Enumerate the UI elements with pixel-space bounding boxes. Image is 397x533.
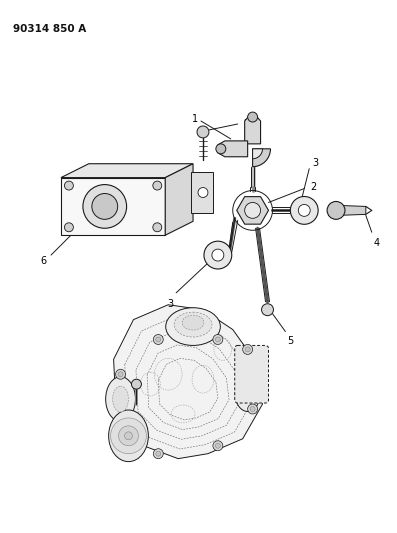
Circle shape: [250, 407, 255, 411]
Text: 5: 5: [287, 335, 294, 345]
Circle shape: [213, 335, 223, 344]
Circle shape: [131, 379, 141, 389]
Text: 1: 1: [192, 114, 198, 124]
Circle shape: [248, 404, 258, 414]
Circle shape: [216, 337, 220, 342]
Circle shape: [262, 304, 274, 316]
Polygon shape: [165, 164, 193, 235]
Polygon shape: [114, 305, 262, 458]
Circle shape: [245, 203, 260, 219]
Circle shape: [153, 449, 163, 458]
Circle shape: [64, 181, 73, 190]
Circle shape: [83, 184, 127, 228]
Circle shape: [119, 426, 139, 446]
Circle shape: [216, 144, 226, 154]
Polygon shape: [61, 177, 165, 235]
Polygon shape: [339, 205, 366, 215]
Wedge shape: [252, 149, 262, 159]
Polygon shape: [218, 141, 248, 157]
Circle shape: [125, 432, 133, 440]
Circle shape: [290, 197, 318, 224]
Circle shape: [92, 193, 118, 220]
Circle shape: [248, 112, 258, 122]
Circle shape: [153, 335, 163, 344]
Ellipse shape: [106, 377, 135, 422]
Ellipse shape: [166, 308, 220, 345]
Text: 2: 2: [310, 182, 316, 191]
Text: 3: 3: [312, 158, 318, 168]
Text: 6: 6: [40, 256, 46, 266]
Circle shape: [118, 372, 123, 377]
Circle shape: [212, 249, 224, 261]
Text: 4: 4: [374, 238, 380, 248]
Ellipse shape: [113, 386, 129, 412]
Polygon shape: [61, 164, 193, 177]
Circle shape: [156, 337, 161, 342]
Circle shape: [243, 344, 252, 354]
Circle shape: [245, 347, 250, 352]
Circle shape: [204, 241, 232, 269]
Circle shape: [198, 188, 208, 198]
Ellipse shape: [235, 377, 260, 411]
Circle shape: [298, 205, 310, 216]
Ellipse shape: [182, 315, 204, 330]
Circle shape: [216, 443, 220, 448]
Circle shape: [116, 369, 125, 379]
Circle shape: [197, 126, 209, 138]
FancyBboxPatch shape: [235, 345, 268, 403]
Circle shape: [213, 441, 223, 451]
Bar: [191, 172, 213, 213]
Polygon shape: [245, 114, 260, 144]
Circle shape: [153, 223, 162, 232]
Circle shape: [327, 201, 345, 220]
Ellipse shape: [174, 312, 212, 337]
Circle shape: [111, 418, 146, 454]
Circle shape: [156, 451, 161, 456]
Text: 3: 3: [167, 299, 173, 309]
Circle shape: [153, 181, 162, 190]
Ellipse shape: [109, 410, 148, 462]
Circle shape: [64, 223, 73, 232]
Text: 7: 7: [243, 119, 249, 129]
Text: 90314 850 A: 90314 850 A: [13, 23, 87, 34]
Wedge shape: [252, 149, 270, 167]
